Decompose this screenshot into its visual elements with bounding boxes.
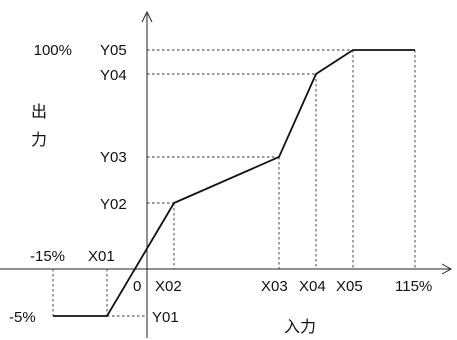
y-axis-title-char-2: 力: [31, 130, 47, 149]
y-axis-title-char-1: 出: [31, 102, 47, 121]
characteristic-curve: [53, 49, 415, 317]
label-x02: X02: [155, 278, 182, 295]
label-x05: X05: [336, 278, 363, 295]
label-y05: Y05: [100, 42, 127, 59]
x-axis-title: 入力: [284, 317, 316, 336]
label-y04: Y04: [100, 67, 127, 84]
label-y01: Y01: [152, 309, 179, 326]
label-x04: X04: [299, 278, 326, 295]
label-origin: 0: [133, 278, 141, 295]
y-axis-arrow-icon: [141, 10, 153, 23]
label-115-percent: 115%: [395, 278, 432, 295]
x-axis-arrow-icon: [441, 263, 453, 275]
label-y03: Y03: [100, 149, 127, 166]
label-neg5-percent: -5%: [9, 309, 36, 326]
guide-lines: [52, 49, 416, 317]
label-100-percent: 100%: [34, 42, 72, 59]
label-neg15-percent: -15%: [30, 248, 65, 265]
label-x03: X03: [261, 278, 288, 295]
label-x01: X01: [88, 248, 115, 265]
label-y02: Y02: [100, 196, 127, 213]
